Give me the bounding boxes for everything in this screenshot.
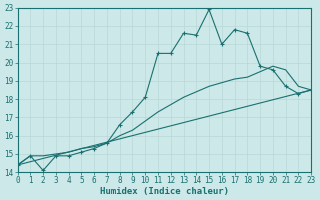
X-axis label: Humidex (Indice chaleur): Humidex (Indice chaleur) <box>100 187 229 196</box>
